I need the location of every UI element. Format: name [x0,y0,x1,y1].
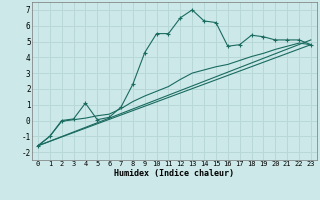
X-axis label: Humidex (Indice chaleur): Humidex (Indice chaleur) [115,169,234,178]
